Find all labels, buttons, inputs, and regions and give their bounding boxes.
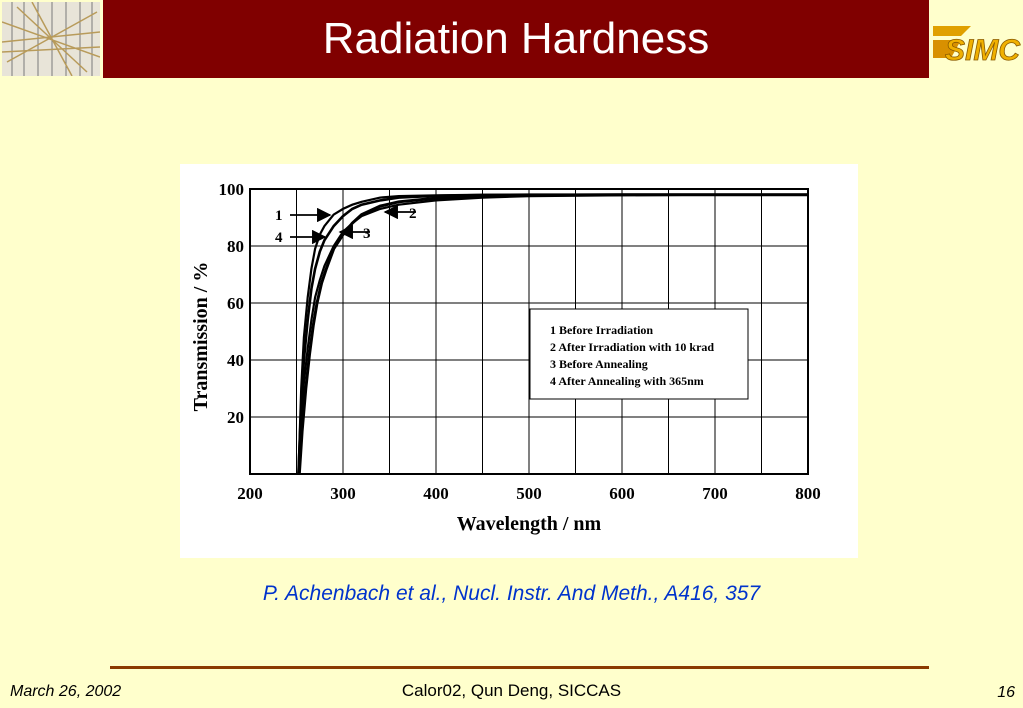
curve-label-3: 3 [363,226,371,242]
x-tick-label: 700 [702,484,728,503]
x-tick-label: 200 [237,484,263,503]
slide-title: Radiation Hardness [322,14,710,63]
legend-entry: 3 Before Annealing [550,357,648,371]
header: Radiation Hardness SIMC [0,0,1023,78]
footer-center-text: Calor02, Qun Deng, SICCAS [401,681,622,700]
y-tick-label: 80 [227,237,244,256]
y-axis-label: Transmission / % [190,262,212,412]
curve-label-2: 2 [409,206,417,222]
chart-legend: 1 Before Irradiation 2 After Irradiation … [529,308,749,400]
legend-entry: 4 After Annealing with 365nm [550,374,704,388]
footer-date: March 26, 2002 [10,683,122,700]
plot-frame [249,188,809,475]
title-bar [103,0,929,78]
y-tick-labels: 20 40 60 80 100 [219,180,245,427]
legend-box [529,308,749,400]
logo-text: SIMC [945,34,1021,67]
y-tick-label: 20 [227,408,244,427]
x-tick-label: 300 [330,484,356,503]
x-axis-label: Wavelength / nm [457,513,602,535]
legend-entry: 1 Before Irradiation [550,323,653,337]
simc-logo: SIMC [931,6,1021,72]
y-tick-label: 100 [219,180,245,199]
x-tick-label: 600 [609,484,635,503]
series-line-4 [297,193,808,475]
legend-entry: 2 After Irradiation with 10 krad [550,340,714,354]
curve-label-4: 4 [275,230,283,246]
chart-panel: 200 300 400 500 600 700 800 20 40 60 80 100 1 2 3 4 1… [180,164,858,558]
transmission-chart: 200 300 400 500 600 700 800 20 40 60 80 100 1 2 3 4 1… [190,180,821,535]
x-tick-label: 800 [795,484,821,503]
y-tick-label: 60 [227,294,244,313]
citation: P. Achenbach et al., Nucl. Instr. And Me… [262,582,761,605]
curve-callouts: 1 2 3 4 [275,204,417,246]
detector-photo-logo [2,2,100,76]
curve-label-1: 1 [275,208,283,224]
y-tick-label: 40 [227,351,244,370]
x-tick-label: 400 [423,484,449,503]
x-tick-label: 500 [516,484,542,503]
x-tick-labels: 200 300 400 500 600 700 800 [237,484,821,503]
page-number: 16 [997,684,1015,701]
footer-rule [110,666,929,669]
